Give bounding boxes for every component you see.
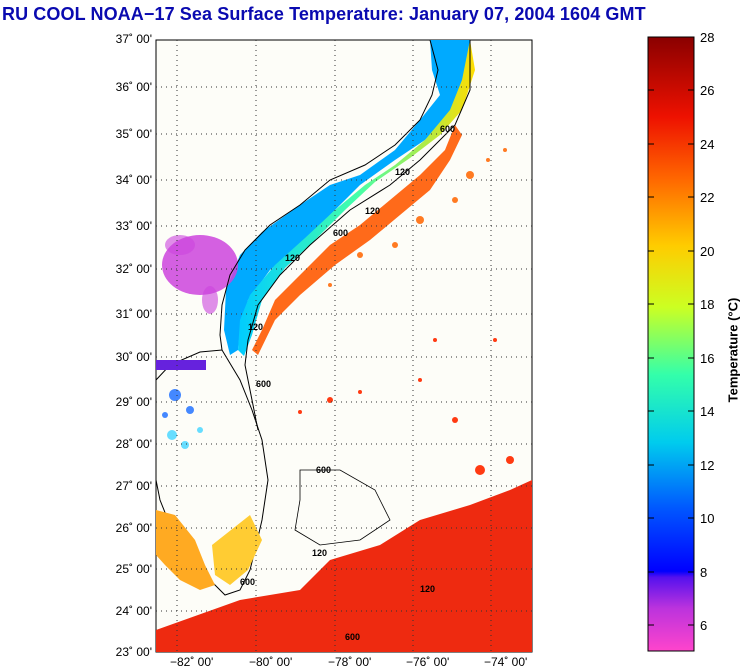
contour-label: 120 [285, 253, 300, 263]
mid-shelf-water [238, 40, 475, 356]
south-warm-water [156, 480, 532, 652]
lon-label: −78˚ 00' [328, 655, 372, 669]
colorbar-title: Temperature (°C) [725, 297, 741, 403]
colorbar-gradient [647, 36, 695, 652]
map-title: RU COOL NOAA−17 Sea Surface Temperature:… [2, 4, 646, 24]
contour-label: 600 [316, 465, 331, 475]
west-florida-cool [162, 389, 194, 418]
lat-label: 35˚ 00' [115, 127, 152, 141]
lat-label: 29˚ 00' [115, 395, 152, 409]
lat-label: 24˚ 00' [115, 604, 152, 618]
contour-label: 600 [240, 577, 255, 587]
cold-band [156, 360, 206, 370]
lat-label: 33˚ 00' [115, 219, 152, 233]
contour-label: 600 [333, 228, 348, 238]
gulf-stream-edge [252, 125, 462, 355]
lat-label: 36˚ 00' [115, 80, 152, 94]
colorbar-label: 6 [700, 618, 708, 633]
colorbar-label: 14 [700, 404, 715, 419]
contour-label: 600 [256, 379, 271, 389]
lon-label: −80˚ 00' [249, 655, 293, 669]
contour-label: 600 [440, 124, 455, 134]
contour-label: 120 [365, 206, 380, 216]
colorbar-label: 10 [700, 511, 715, 526]
lat-label: 34˚ 00' [115, 173, 152, 187]
colorbar-label: 26 [700, 83, 715, 98]
lat-label: 23˚ 00' [115, 645, 152, 659]
colorbar-label: 12 [700, 458, 715, 473]
lat-label: 26˚ 00' [115, 521, 152, 535]
sporadic-warm-patches [298, 338, 514, 475]
cold-inland-patch [162, 235, 238, 314]
lon-label: −74˚ 00' [484, 655, 528, 669]
colorbar-label: 16 [700, 351, 715, 366]
lat-label: 25˚ 00' [115, 562, 152, 576]
lat-label: 30˚ 00' [115, 350, 152, 364]
lon-label: −76˚ 00' [406, 655, 450, 669]
sst-imagery [156, 40, 532, 652]
contour-label: 120 [420, 584, 435, 594]
contour-label: 600 [345, 632, 360, 642]
florida-west-shelf [156, 510, 215, 590]
lat-lon-grid [156, 40, 532, 652]
colorbar-label: 28 [700, 30, 715, 45]
colorbar-label: 20 [700, 244, 715, 259]
florida-bay [212, 515, 262, 585]
cold-shelf-water [224, 40, 470, 355]
carolina-coast [219, 40, 439, 351]
lat-label: 31˚ 00' [115, 307, 152, 321]
colorbar-label: 18 [700, 297, 715, 312]
lon-label: −82˚ 00' [170, 655, 214, 669]
contour-labels: 600 120 120 600 120 120 600 600 120 600 … [240, 124, 455, 642]
colorbar-label: 24 [700, 137, 715, 152]
gulf-cool-speckle [167, 427, 203, 449]
contour-label: 120 [248, 322, 263, 332]
lat-label: 37˚ 00' [115, 32, 152, 46]
contour-label: 120 [395, 167, 410, 177]
contour-label: 120 [312, 548, 327, 558]
lat-label: 32˚ 00' [115, 262, 152, 276]
shelf-contour [244, 40, 471, 431]
colorbar-label: 22 [700, 190, 715, 205]
warm-speckle [328, 148, 507, 287]
bahamas-region [294, 469, 391, 546]
lat-label: 27˚ 00' [115, 479, 152, 493]
colorbar-ticks [648, 36, 694, 626]
lat-label: 28˚ 00' [115, 437, 152, 451]
colorbar-label: 8 [700, 565, 708, 580]
